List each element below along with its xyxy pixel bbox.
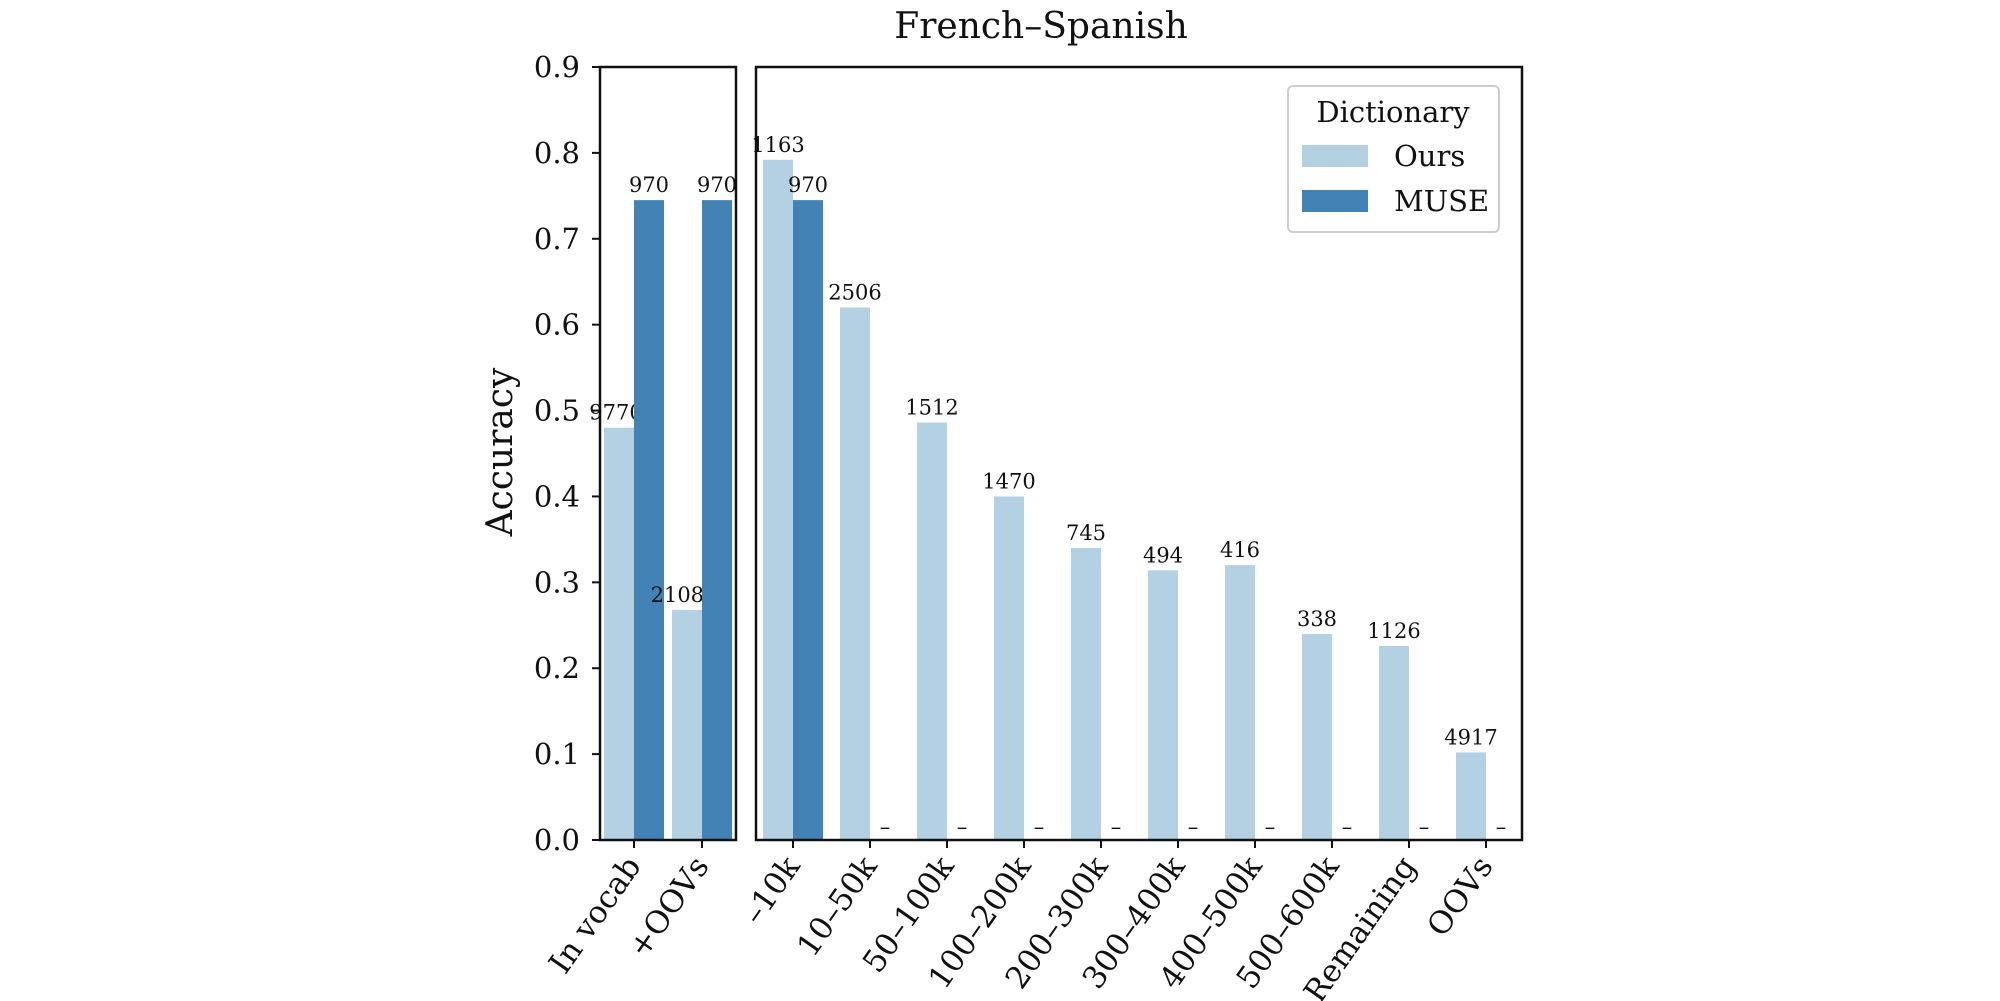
y-tick-label: 0.8 (534, 136, 580, 170)
x-tick-label: OOVs (1420, 850, 1500, 943)
y-axis-label: Accuracy (480, 367, 521, 537)
y-tick-label: 0.2 (534, 651, 580, 685)
bar-muse (702, 200, 732, 840)
missing-value-mark: – (957, 815, 968, 839)
bar-ours (1302, 633, 1332, 840)
bar-ours (1379, 645, 1409, 840)
bar-ours (1071, 547, 1101, 840)
y-tick-label: 0.6 (534, 308, 580, 342)
panel-frame (754, 65, 1524, 842)
missing-value-mark: – (1034, 815, 1045, 839)
legend-title: Dictionary (1316, 95, 1470, 129)
bar-ours (917, 422, 947, 840)
y-tick-label: 0.9 (534, 50, 580, 84)
legend-label-muse: MUSE (1394, 184, 1489, 218)
data-label: 1470 (982, 469, 1035, 493)
x-tick-label: –10k (736, 850, 808, 931)
data-label: 1126 (1367, 619, 1420, 643)
missing-value-mark: – (1265, 815, 1276, 839)
missing-value-mark: – (1342, 815, 1353, 839)
bar-ours (840, 307, 870, 840)
bar-ours (1148, 570, 1178, 840)
data-label: 745 (1066, 521, 1106, 545)
legend-label-ours: Ours (1394, 139, 1465, 173)
missing-value-mark: – (1419, 815, 1430, 839)
bar-ours (994, 496, 1024, 840)
data-label: 4917 (1444, 725, 1497, 749)
panel-frame (598, 65, 738, 842)
data-label: 416 (1220, 538, 1260, 562)
bar-ours (1225, 565, 1255, 840)
data-label: 970 (788, 173, 828, 197)
legend-swatch-ours (1302, 145, 1368, 167)
missing-value-mark: – (1111, 815, 1122, 839)
data-label: 338 (1297, 607, 1337, 631)
data-label: 970 (697, 173, 737, 197)
y-tick-label: 0.7 (534, 222, 580, 256)
bar-ours (1456, 752, 1486, 840)
bar-muse (793, 200, 823, 840)
y-tick-label: 0.0 (534, 823, 580, 857)
missing-value-mark: – (1188, 815, 1199, 839)
legend: Dictionary Ours MUSE (1287, 85, 1500, 233)
legend-swatch-muse (1302, 190, 1368, 212)
data-label: 2506 (828, 280, 881, 304)
data-label: 1512 (905, 396, 958, 420)
missing-value-mark: – (1496, 815, 1507, 839)
bar-ours (763, 159, 793, 840)
y-tick-label: 0.4 (534, 479, 580, 513)
bar-ours (604, 427, 634, 840)
data-label: 9770 (589, 401, 642, 425)
y-tick-label: 0.3 (534, 565, 580, 599)
x-tick-label: In vocab (542, 850, 648, 980)
data-label: 1163 (751, 133, 804, 157)
missing-value-mark: – (880, 815, 891, 839)
data-label: 494 (1143, 543, 1183, 567)
data-label: 970 (629, 173, 669, 197)
chart-title: French–Spanish (894, 6, 1188, 47)
y-tick-label: 0.5 (534, 394, 580, 428)
y-tick-label: 0.1 (534, 737, 580, 771)
bar-ours (672, 609, 702, 840)
bar-muse (634, 200, 664, 840)
